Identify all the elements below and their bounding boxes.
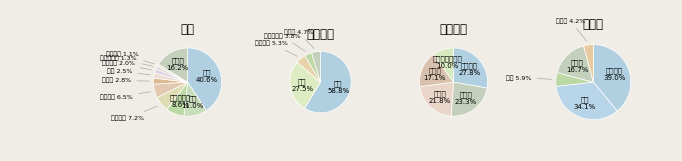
Text: ブラジル 5.3%: ブラジル 5.3% (255, 41, 297, 57)
Text: 韓国
27.5%: 韓国 27.5% (291, 78, 314, 92)
Wedge shape (297, 56, 321, 82)
Text: カナダ
21.8%: カナダ 21.8% (428, 90, 451, 104)
Wedge shape (593, 45, 631, 111)
Title: 人員: 人員 (181, 23, 194, 36)
Wedge shape (158, 48, 188, 82)
Wedge shape (451, 82, 487, 116)
Wedge shape (305, 51, 351, 113)
Wedge shape (184, 82, 207, 116)
Wedge shape (167, 82, 188, 116)
Wedge shape (419, 55, 454, 87)
Wedge shape (454, 48, 488, 88)
Text: ベトナム 7.2%: ベトナム 7.2% (111, 106, 158, 121)
Wedge shape (155, 69, 188, 82)
Wedge shape (153, 78, 188, 84)
Text: ベトナム
39.0%: ベトナム 39.0% (604, 68, 625, 81)
Text: その他
16.7%: その他 16.7% (566, 59, 589, 73)
Wedge shape (157, 82, 188, 109)
Wedge shape (156, 66, 188, 82)
Wedge shape (305, 53, 321, 82)
Text: 韓国
11.0%: 韓国 11.0% (181, 95, 204, 109)
Text: ネパール 1.1%: ネパール 1.1% (106, 52, 154, 64)
Text: 中国
34.1%: 中国 34.1% (574, 96, 596, 110)
Title: 自動車盗: 自動車盗 (439, 23, 468, 36)
Text: タイ 2.5%: タイ 2.5% (107, 68, 150, 75)
Wedge shape (290, 62, 321, 108)
Wedge shape (158, 64, 188, 82)
Text: その他 4.7%: その他 4.7% (284, 29, 314, 48)
Text: ペルー 4.2%: ペルー 4.2% (556, 18, 587, 41)
Text: 韓国 5.9%: 韓国 5.9% (506, 75, 552, 80)
Text: フィリピン
8.6%: フィリピン 8.6% (169, 94, 191, 108)
Text: 中国
40.6%: 中国 40.6% (196, 69, 218, 83)
Wedge shape (556, 73, 593, 86)
Text: ペルー 2.8%: ペルー 2.8% (102, 78, 149, 83)
Text: フィリピン 3.8%: フィリピン 3.8% (263, 33, 306, 51)
Text: ブラジル
27.8%: ブラジル 27.8% (458, 62, 480, 76)
Text: スリランカ 1.3%: スリランカ 1.3% (100, 55, 153, 66)
Wedge shape (153, 82, 188, 98)
Text: ロシア
17.1%: ロシア 17.1% (424, 67, 446, 81)
Wedge shape (419, 82, 454, 116)
Title: 万引き: 万引き (583, 19, 604, 31)
Title: 侵入窃盗: 侵入窃盗 (306, 28, 335, 41)
Text: その他
23.3%: その他 23.3% (455, 91, 477, 105)
Text: アメリカ 2.0%: アメリカ 2.0% (102, 61, 151, 70)
Wedge shape (312, 51, 321, 82)
Text: ブラジル 6.5%: ブラジル 6.5% (100, 92, 151, 100)
Wedge shape (584, 45, 593, 82)
Text: その他
16.2%: その他 16.2% (166, 57, 189, 71)
Wedge shape (153, 73, 188, 82)
Text: バングラデシュ
10.0%: バングラデシュ 10.0% (432, 56, 462, 69)
Wedge shape (434, 48, 454, 82)
Wedge shape (556, 82, 617, 120)
Wedge shape (557, 46, 593, 82)
Wedge shape (188, 48, 222, 111)
Text: 中国
58.8%: 中国 58.8% (327, 80, 349, 94)
